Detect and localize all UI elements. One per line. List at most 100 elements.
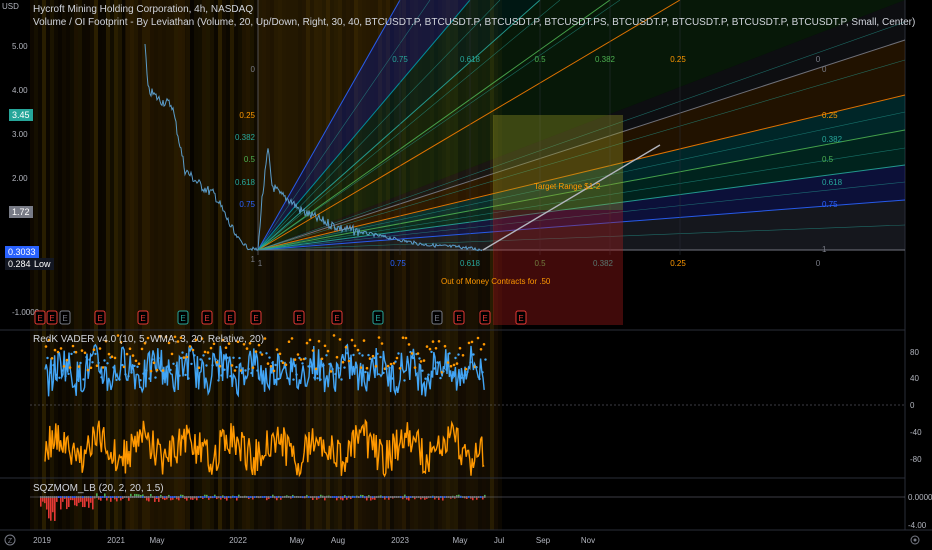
vader-dot [379,355,382,359]
volume-band [106,0,110,530]
volume-band [442,0,446,530]
sqz-dot [61,496,64,498]
volume-band [314,0,318,530]
sqz-dot [207,496,210,498]
sqz-dot [115,496,118,498]
earnings-marker: E [224,310,236,325]
sqz-dot [407,496,410,498]
vader-dot [289,361,292,364]
out-of-money-label: Out of Money Contracts for .50 [441,277,551,286]
volume-band [138,0,142,530]
volume-band [150,0,154,530]
vader-dot [392,362,396,365]
vader-dot [479,348,483,351]
sqz-dot [257,496,260,498]
sqz-bar [266,497,268,501]
vader-dot [263,337,267,340]
sqz-dot [39,496,42,498]
volume-band [410,0,414,530]
time-tick: Jul [494,536,504,545]
sqz-dot [85,496,88,498]
vader-dot [241,370,244,373]
vader-dot [182,356,186,359]
vader-dot [49,371,52,374]
fan-level-top: 0.75 [392,55,408,64]
vader-dot [232,356,235,359]
sqz-dot [443,496,446,498]
earnings-marker: E [515,310,527,325]
vader-dot [166,365,169,368]
volume-band [242,0,246,530]
volume-band [82,0,86,530]
volume-band [94,0,98,530]
sqz-dot [323,496,326,498]
vader-dot [299,358,303,361]
sqz-dot [405,496,408,498]
vader-tick: -80 [910,455,922,464]
vader-dot [71,344,75,348]
sqz-bar [252,497,254,500]
vader-dot [131,354,135,357]
sqz-dot [369,496,372,498]
sqz-dot [305,496,308,498]
volume-band [66,0,70,530]
sqz-dot [67,496,70,498]
sqz-dot [401,496,404,498]
vader-dot [314,367,318,371]
sqz-dot [197,496,200,498]
sqz-dot [359,496,362,498]
vader-dot [185,355,189,359]
sqz-dot [403,496,406,498]
volume-band [166,0,170,530]
volume-band [434,0,438,530]
volume-band [490,0,494,530]
sqz-bar [62,497,64,502]
sqz-dot [151,496,154,498]
vader-dot [121,363,124,367]
vader-dot [104,339,108,343]
vader-dot [56,350,60,354]
vader-dot [292,378,295,381]
sqz-bar [374,497,376,500]
sqz-dot [325,496,328,498]
sqz-dot [437,496,440,498]
fan-level-right: 0.75 [822,200,838,209]
sqz-bar [248,497,250,500]
vader-dot [206,351,210,354]
vader-dot [484,358,487,361]
sqz-bar [484,494,486,497]
sqz-bar [104,493,106,497]
sqz-dot [71,496,74,498]
vader-dot [301,362,304,365]
vader-dot [116,334,120,337]
sqz-bar [472,497,474,501]
volume-band [378,0,382,530]
fan-level-right: 0.618 [822,178,843,187]
volume-band [274,0,278,530]
sqz-dot [301,496,304,498]
sqz-bar [54,497,56,521]
earnings-marker: E [46,310,58,325]
sqz-dot [233,496,236,498]
volume-band [394,0,398,530]
sqz-dot [425,496,428,498]
sqz-bar [70,497,72,501]
sqz-dot [447,496,450,498]
sqz-dot [81,496,84,498]
volume-band [286,0,290,530]
vader-dot [443,344,447,348]
vader-dot [470,340,474,344]
vader-dot [215,361,219,364]
vader-dot [181,351,184,354]
sqz-dot [367,496,370,498]
sqz-dot [165,496,168,498]
vader-dot [356,348,360,352]
sqz-bar [150,493,152,497]
vader-dot [265,352,268,355]
volume-band [334,0,338,530]
sqz-bar [272,494,274,497]
sqz-bar [158,497,160,502]
volume-band [58,0,62,530]
volume-band [430,0,434,530]
